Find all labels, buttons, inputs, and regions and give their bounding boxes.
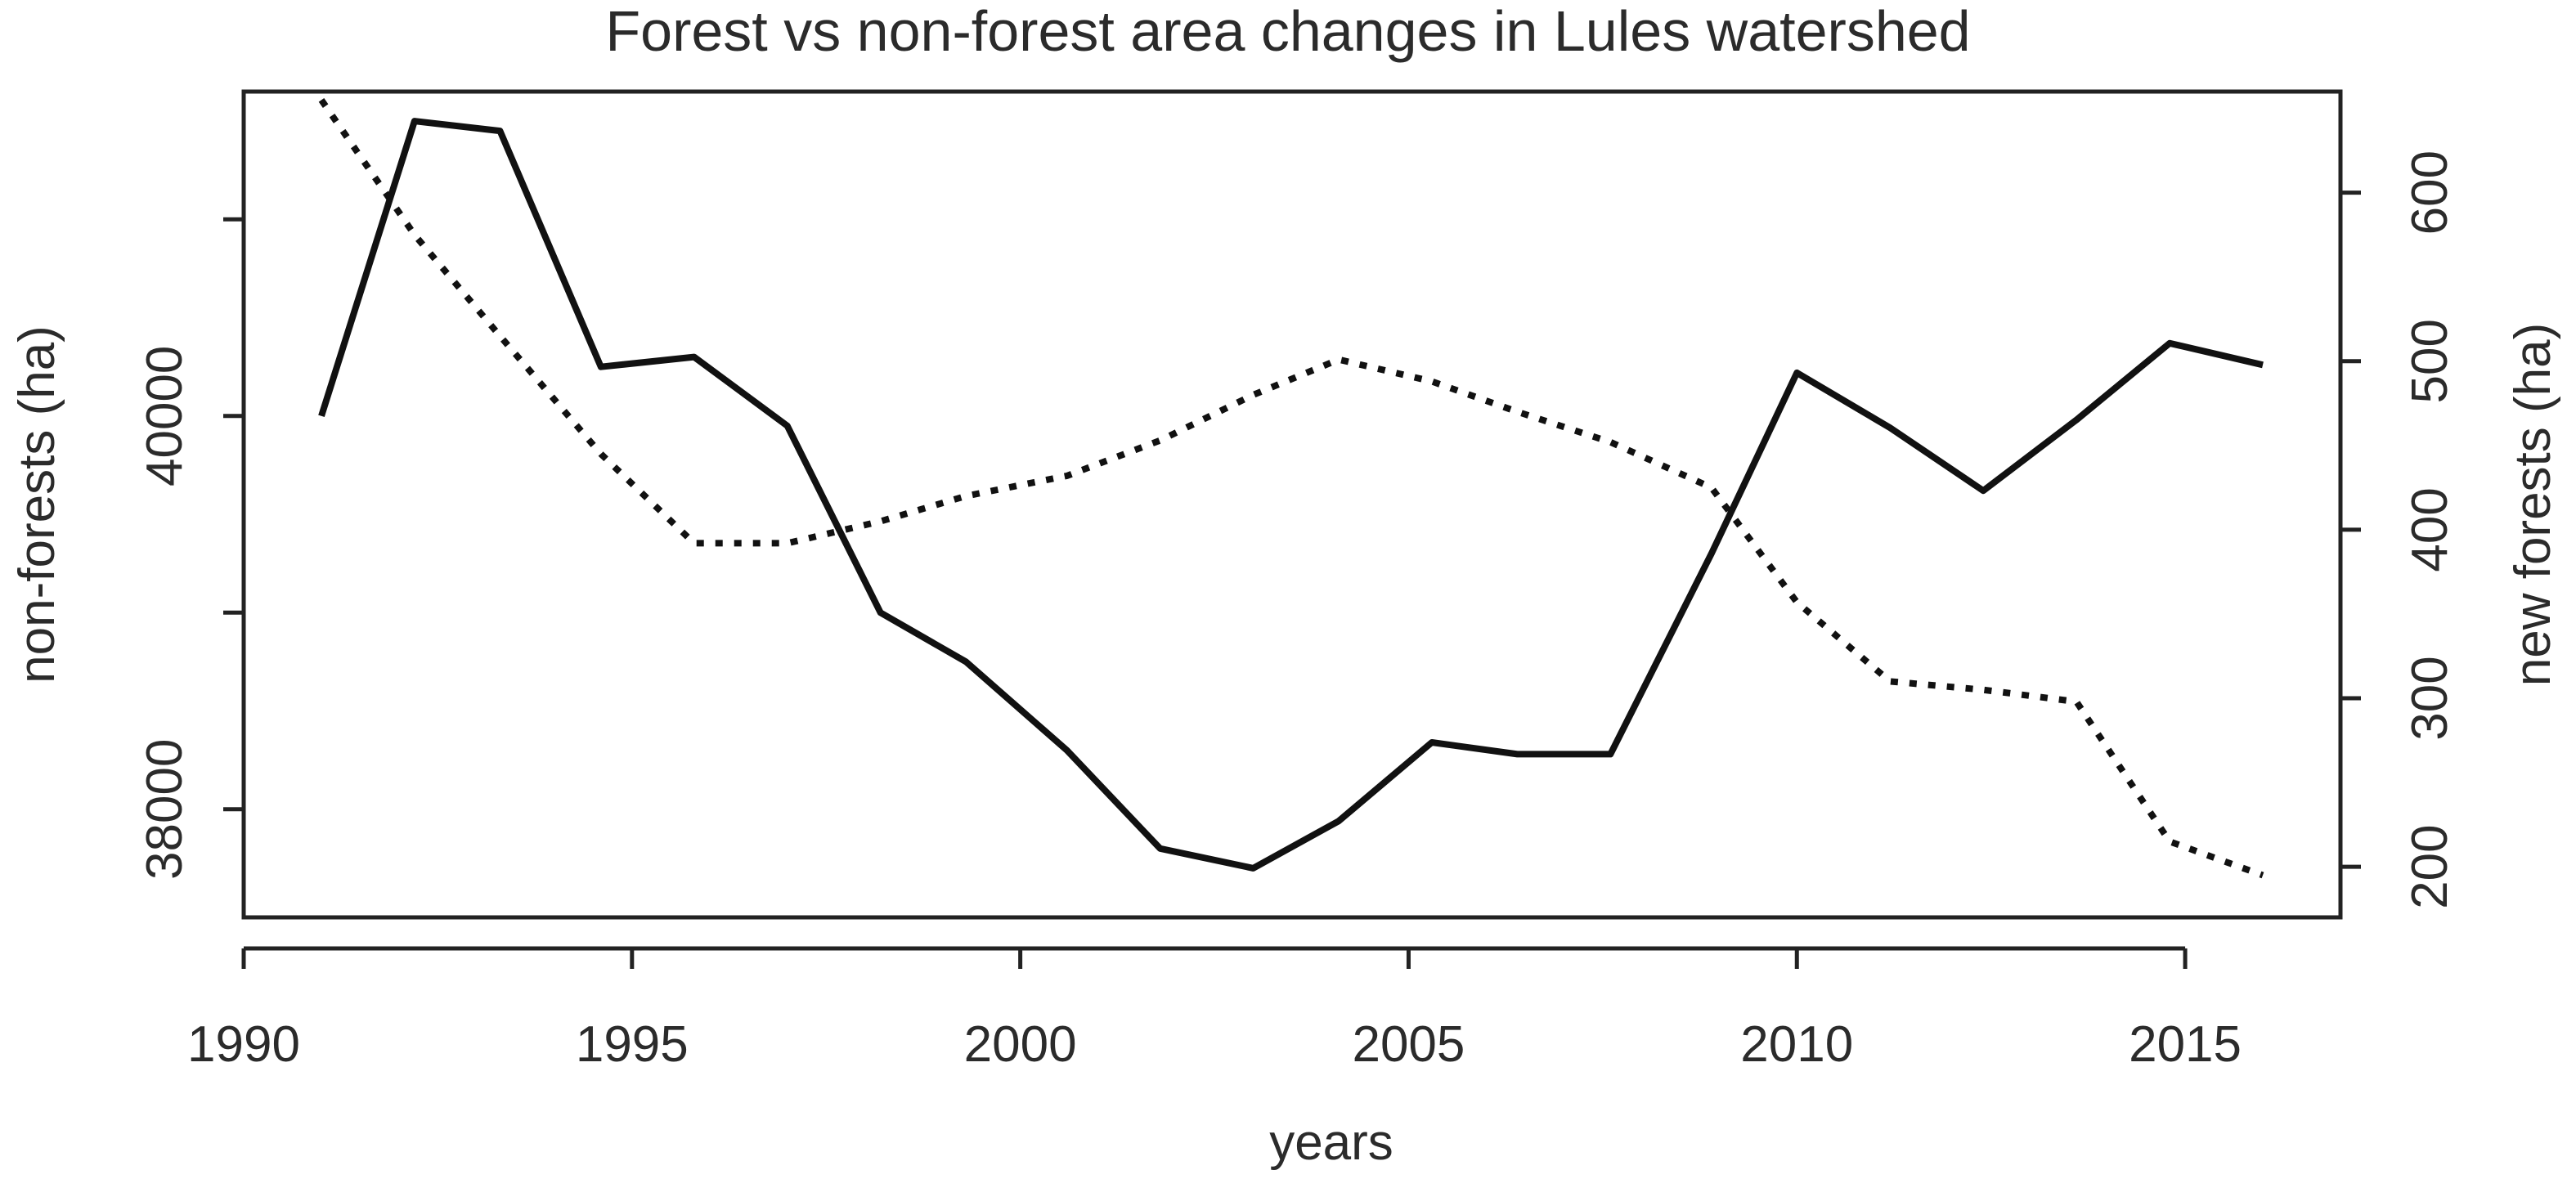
x-axis: 1990 1995 2000 2005 2010 2015: [187, 946, 2242, 1073]
series-layer: [318, 98, 2264, 879]
y-axis-right: 200 300 400 500 600: [2340, 150, 2458, 909]
x-tick-label: 2000: [964, 1016, 1077, 1073]
new-forests-line: [318, 98, 2264, 879]
plot-area: [241, 89, 2343, 920]
x-tick-label: 2005: [1352, 1016, 1465, 1073]
x-tick-label: 1990: [187, 1016, 300, 1073]
y-left-tick-label: 40000: [137, 346, 193, 486]
y-axis-right-label: new forests (ha): [2505, 323, 2561, 687]
x-tick-label: 2015: [2129, 1016, 2242, 1073]
y-right-tick-label: 200: [2402, 824, 2458, 908]
x-tick-label: 2010: [1740, 1016, 1853, 1073]
y-right-tick-label: 600: [2402, 150, 2458, 235]
non-forests-line: [318, 118, 2264, 872]
y-right-tick-label: 400: [2402, 487, 2458, 572]
chart-title: Forest vs non-forest area changes in Lul…: [605, 0, 1970, 63]
y-axis-left: 38000 40000: [137, 217, 244, 880]
x-tick-label: 1995: [576, 1016, 689, 1073]
y-axis-left-label: non-forests (ha): [9, 325, 65, 684]
y-right-tick-label: 500: [2402, 319, 2458, 403]
x-axis-label: years: [1269, 1114, 1393, 1171]
y-left-tick-label: 38000: [137, 739, 193, 880]
y-right-tick-label: 300: [2402, 656, 2458, 740]
